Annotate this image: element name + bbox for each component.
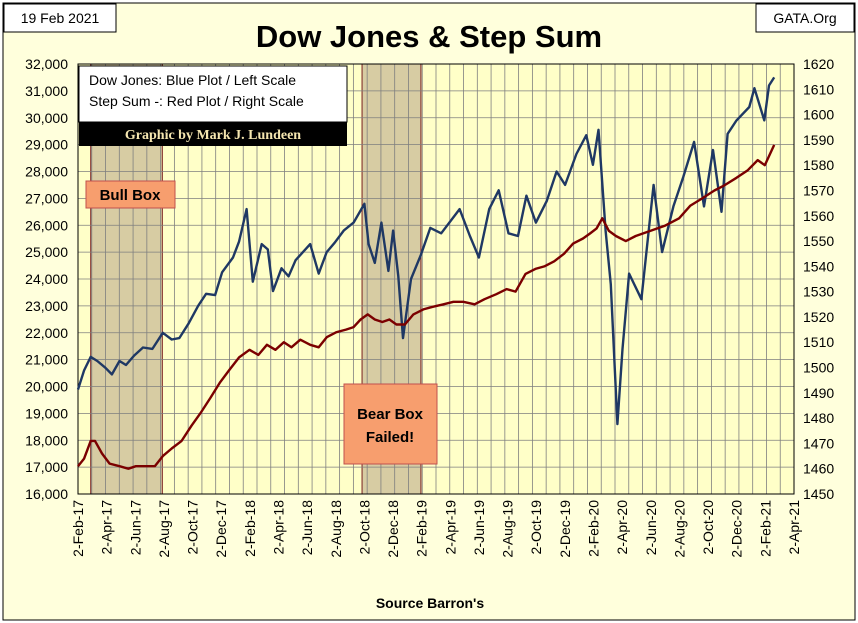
x-tick-label: 2-Dec-19 <box>557 500 573 558</box>
x-tick-label: 2-Feb-17 <box>70 500 86 557</box>
x-tick-label: 2-Jun-18 <box>299 500 315 555</box>
right-tick-label: 1450 <box>803 486 834 502</box>
left-tick-label: 25,000 <box>25 244 68 260</box>
left-tick-label: 30,000 <box>25 110 68 126</box>
date-label: 19 Feb 2021 <box>21 10 100 26</box>
x-tick-label: 2-Feb-19 <box>414 500 430 557</box>
left-tick-label: 16,000 <box>25 486 68 502</box>
left-tick-label: 28,000 <box>25 164 68 180</box>
x-tick-label: 2-Oct-19 <box>528 500 544 555</box>
bull-box-label: Bull Box <box>100 187 161 204</box>
left-tick-label: 21,000 <box>25 352 68 368</box>
x-tick-label: 2-Aug-19 <box>500 500 516 558</box>
right-tick-label: 1520 <box>803 309 834 325</box>
legend-dow: Dow Jones: Blue Plot / Left Scale <box>89 72 296 88</box>
bear-box-label-1: Bear Box <box>357 406 424 423</box>
left-tick-label: 18,000 <box>25 432 68 448</box>
right-tick-label: 1500 <box>803 360 834 376</box>
right-tick-label: 1530 <box>803 284 834 300</box>
x-tick-label: 2-Dec-18 <box>385 500 401 558</box>
x-tick-label: 2-Apr-17 <box>99 500 115 555</box>
legend-step-sum: Step Sum -: Red Plot / Right Scale <box>89 93 304 109</box>
right-axis-ticks: 1450 1460 1470 1480 1490 1500 1510 1520 1530 1540… <box>803 56 834 502</box>
left-tick-label: 23,000 <box>25 298 68 314</box>
left-tick-label: 27,000 <box>25 190 68 206</box>
right-tick-label: 1550 <box>803 233 834 249</box>
right-tick-label: 1480 <box>803 410 834 426</box>
series-lines <box>76 76 776 470</box>
right-tick-label: 1470 <box>803 435 834 451</box>
bear-box-callout <box>343 383 438 465</box>
x-tick-label: 2-Apr-20 <box>614 500 630 555</box>
x-tick-label: 2-Dec-17 <box>213 500 229 558</box>
x-tick-label: 2-Oct-20 <box>700 500 716 555</box>
credit-box <box>79 122 347 146</box>
source-label: Source Barron's <box>376 595 485 611</box>
left-tick-label: 17,000 <box>25 459 68 475</box>
right-tick-label: 1560 <box>803 208 834 224</box>
right-tick-label: 1510 <box>803 334 834 350</box>
chart-title: Dow Jones & Step Sum <box>256 19 602 54</box>
bear-box-label-2: Failed! <box>366 429 414 446</box>
x-tick-label: 2-Oct-17 <box>185 500 201 555</box>
site-label: GATA.Org <box>773 10 836 26</box>
left-tick-label: 32,000 <box>25 56 68 72</box>
left-tick-label: 19,000 <box>25 405 68 421</box>
x-tick-label: 2-Dec-20 <box>729 500 745 558</box>
dow-jones-line <box>76 76 776 426</box>
x-tick-label: 2-Jun-17 <box>127 500 143 555</box>
bull-box-callout <box>85 180 176 209</box>
x-axis-ticks: 2-Feb-17 2-Apr-17 2-Jun-17 2-Aug-17 2-Oct-17… <box>70 500 802 558</box>
left-axis-ticks: 16,000 17,000 18,000 19,000 20,000 21,000 22,0… <box>25 56 68 502</box>
left-tick-label: 24,000 <box>25 271 68 287</box>
x-tick-label: 2-Apr-18 <box>270 500 286 555</box>
right-tick-label: 1460 <box>803 461 834 477</box>
date-box <box>3 3 117 33</box>
legend-box <box>78 65 348 123</box>
left-tick-label: 29,000 <box>25 137 68 153</box>
left-tick-label: 26,000 <box>25 217 68 233</box>
x-tick-label: 2-Aug-18 <box>328 500 344 558</box>
right-tick-label: 1540 <box>803 258 834 274</box>
right-tick-label: 1570 <box>803 182 834 198</box>
right-tick-label: 1620 <box>803 56 834 72</box>
x-tick-label: 2-Feb-21 <box>757 500 773 557</box>
right-tick-label: 1580 <box>803 157 834 173</box>
right-tick-label: 1590 <box>803 132 834 148</box>
right-tick-label: 1610 <box>803 81 834 97</box>
step-sum-line <box>77 144 776 470</box>
right-tick-label: 1600 <box>803 107 834 123</box>
x-tick-label: 2-Feb-20 <box>586 500 602 557</box>
plot-border <box>77 63 795 495</box>
x-tick-label: 2-Aug-17 <box>156 500 172 558</box>
left-tick-label: 31,000 <box>25 83 68 99</box>
x-tick-label: 2-Apr-19 <box>442 500 458 555</box>
x-tick-label: 2-Oct-18 <box>356 500 372 555</box>
x-tick-label: 2-Jun-19 <box>471 500 487 555</box>
left-tick-label: 20,000 <box>25 379 68 395</box>
credit-label: Graphic by Mark J. Lundeen <box>125 128 301 143</box>
x-tick-label: 2-Apr-21 <box>786 500 802 555</box>
right-tick-label: 1490 <box>803 385 834 401</box>
x-tick-label: 2-Feb-18 <box>242 500 258 557</box>
left-tick-label: 22,000 <box>25 325 68 341</box>
x-tick-label: 2-Jun-20 <box>643 500 659 555</box>
x-tick-label: 2-Aug-20 <box>671 500 687 558</box>
site-box <box>755 3 855 33</box>
